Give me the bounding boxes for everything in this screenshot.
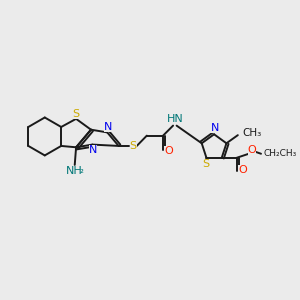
- Text: S: S: [130, 141, 137, 151]
- Text: O: O: [248, 146, 256, 155]
- Text: O: O: [238, 165, 247, 175]
- Text: N: N: [210, 123, 219, 133]
- Text: NH: NH: [66, 166, 83, 176]
- Text: CH₂CH₃: CH₂CH₃: [263, 149, 296, 158]
- Text: HN: HN: [167, 114, 184, 124]
- Text: N: N: [103, 122, 112, 132]
- Text: ₂: ₂: [80, 167, 83, 176]
- Text: O: O: [164, 146, 173, 156]
- Text: S: S: [202, 159, 209, 169]
- Text: S: S: [72, 109, 79, 119]
- Text: N: N: [89, 145, 97, 155]
- Text: CH₃: CH₃: [243, 128, 262, 138]
